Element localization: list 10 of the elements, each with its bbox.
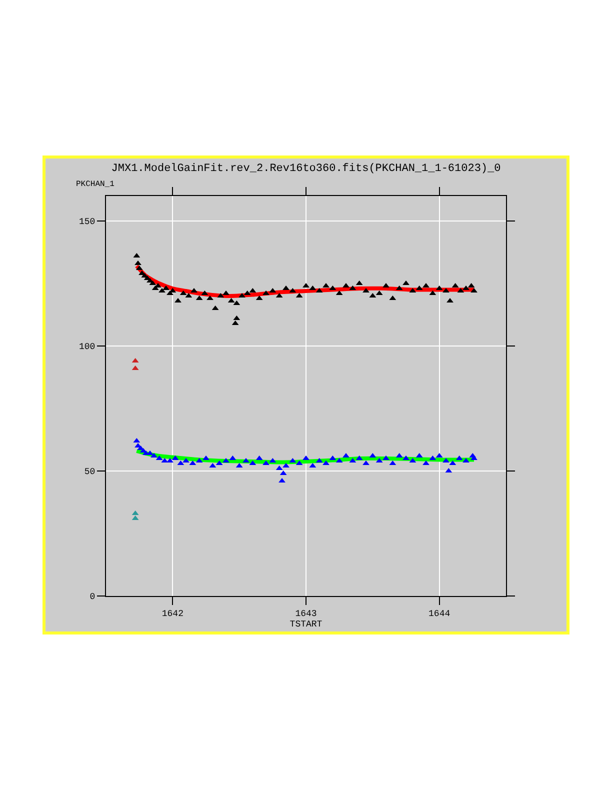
y-tick-label: 50 [84, 467, 96, 478]
y-tick-label: 0 [90, 592, 96, 602]
y-axis-title: PKCHAN_1 [76, 180, 115, 189]
x-tick-label: 1643 [295, 608, 317, 619]
y-tick-label: 150 [78, 217, 96, 228]
y-tick-label: 100 [78, 342, 96, 352]
x-axis-title: TSTART [290, 620, 323, 630]
x-tick-label: 1644 [428, 608, 450, 619]
x-tick-label: 1642 [162, 608, 184, 619]
chart-title: JMX1.ModelGainFit.rev_2.Rev16to360.fits(PKCHAN_1_1-61023)_0 [111, 162, 501, 175]
